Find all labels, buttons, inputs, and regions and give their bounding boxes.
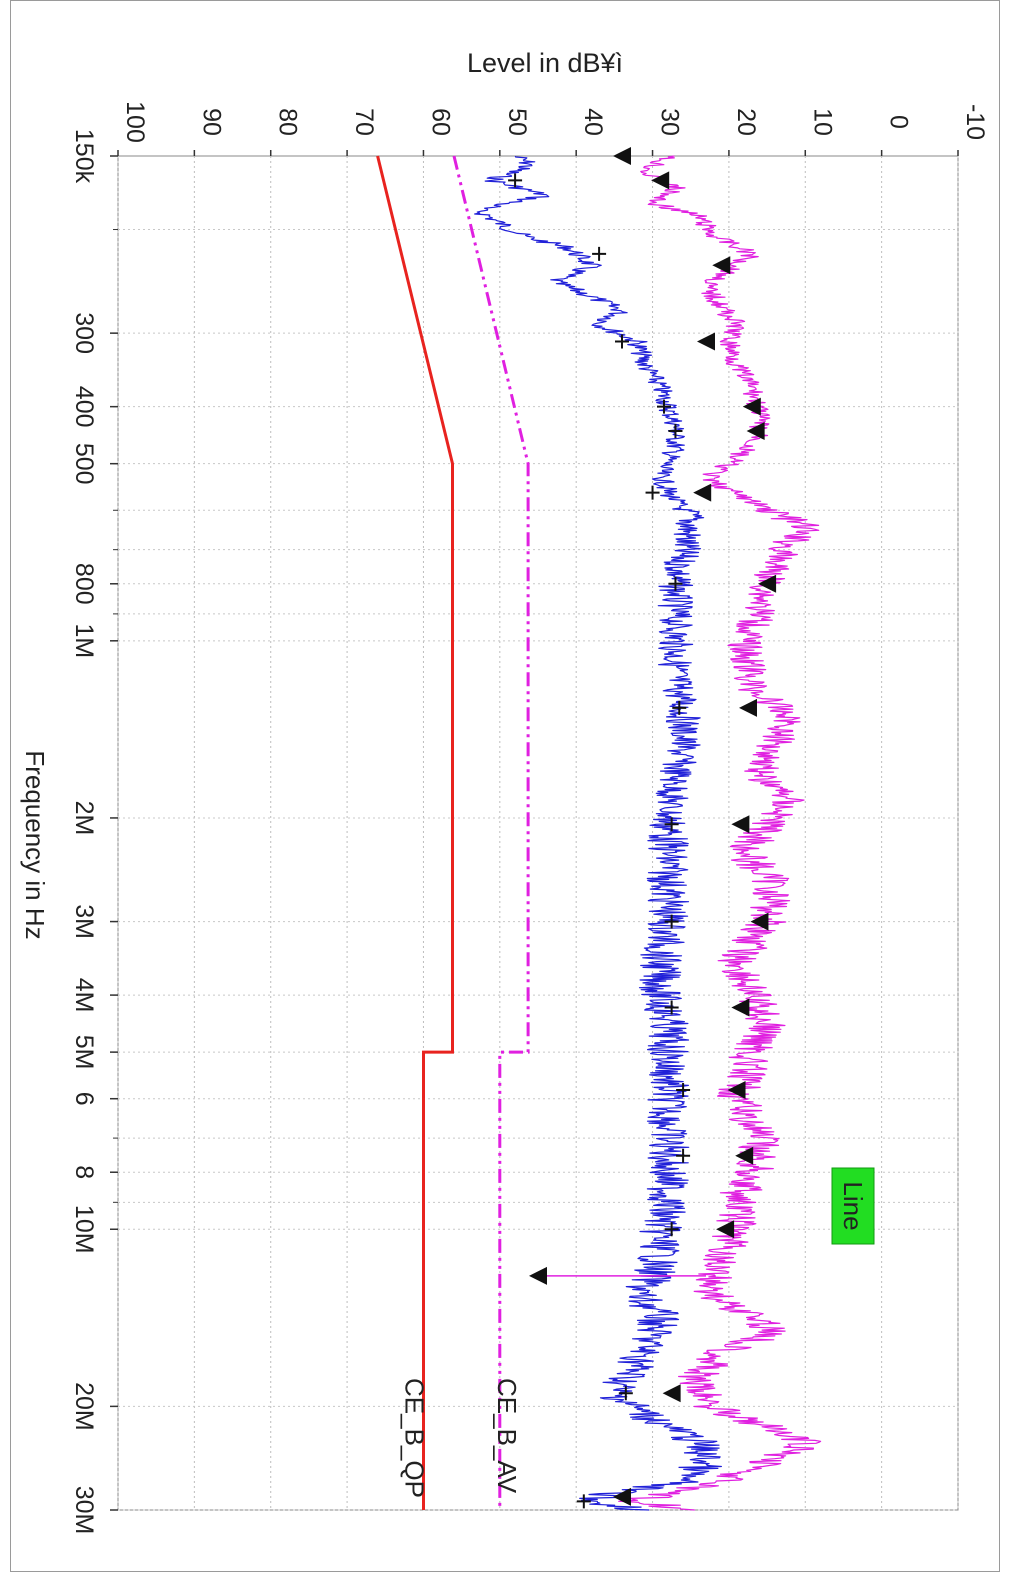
- trace-magenta: [618, 155, 822, 1511]
- peak-marker-av: [746, 422, 765, 441]
- level-tick-label: 80: [274, 108, 302, 136]
- peak-marker-av: [758, 574, 777, 593]
- peak-marker-av: [651, 171, 670, 190]
- peak-marker-qp: [508, 173, 523, 188]
- frequency-tick-label: 3M: [70, 904, 98, 939]
- level-tick-label: 100: [121, 101, 149, 143]
- limit-line-ce-b-qp: [376, 155, 454, 1510]
- peak-marker-qp: [668, 576, 683, 591]
- x-axis-title: Frequency in Hz: [20, 750, 50, 939]
- frequency-tick-label: 400: [70, 386, 98, 428]
- line-badge-label: Line: [838, 1181, 868, 1230]
- level-tick-label: 50: [503, 108, 531, 136]
- frequency-tick-label: 2M: [70, 801, 98, 836]
- frequency-tick-label: 20M: [70, 1382, 98, 1431]
- chart-frame: [10, 0, 1000, 1572]
- peak-marker-av: [693, 483, 712, 502]
- peak-marker-qp: [676, 1083, 691, 1098]
- peak-marker-av: [727, 1081, 746, 1100]
- frequency-axis-ticks: 150k 300 400 500 800 1M 2M 3M 4M 5M 6 8 10M 20M 30M: [70, 129, 118, 1534]
- level-tick-label: 20: [732, 108, 760, 136]
- frequency-tick-label: 500: [70, 443, 98, 485]
- level-tick-label: 30: [656, 108, 684, 136]
- limit-lines: [376, 155, 530, 1510]
- limit-label-ce-b-av: CE_B_AV: [492, 1378, 522, 1494]
- peak-marker-qp: [657, 399, 671, 414]
- peak-marker-av: [731, 998, 750, 1017]
- peak-marker-av: [739, 698, 757, 717]
- peak-marker-qp: [664, 914, 679, 929]
- level-tick-label: 0: [885, 115, 913, 129]
- frequency-tick-label: 150k: [70, 129, 98, 184]
- peak-marker-av: [529, 1266, 547, 1285]
- frequency-tick-label: 1M: [70, 623, 98, 658]
- trace-blue: [474, 155, 722, 1511]
- peak-marker-qp: [615, 334, 629, 349]
- peak-marker-av: [742, 397, 761, 416]
- frequency-tick-label: 8: [70, 1165, 98, 1179]
- peak-marker-av: [613, 1487, 631, 1506]
- frequency-tick-label: 4M: [70, 978, 98, 1013]
- peak-marker-qp: [664, 1222, 679, 1237]
- peak-marker-qp: [645, 485, 660, 500]
- peak-marker-qp: [618, 1386, 633, 1401]
- peak-marker-av: [712, 256, 731, 275]
- measurement-traces: [474, 155, 822, 1511]
- frequency-tick-label: 800: [70, 563, 98, 605]
- peak-marker-av: [731, 815, 750, 834]
- plot-area: [117, 155, 959, 1511]
- frequency-tick-label: 30M: [70, 1486, 98, 1535]
- grid: [117, 156, 959, 1511]
- level-axis-ticks: -10 0 10 20 30 40 50 60 70 80 90 100: [117, 101, 989, 156]
- peak-marker-av: [662, 1384, 681, 1403]
- limit-labels: CE_B_QP CE_B_AV: [399, 1378, 521, 1498]
- frequency-tick-label: 10M: [70, 1205, 98, 1254]
- line-badge: Line: [831, 1167, 875, 1245]
- peak-marker-av: [735, 1146, 754, 1165]
- peak-marker-qp: [668, 424, 683, 439]
- limit-line-ce-b-av: [452, 155, 530, 1510]
- frequency-tick-label: 5M: [70, 1035, 98, 1070]
- peak-marker-av: [613, 147, 631, 165]
- limit-label-ce-b-qp: CE_B_QP: [399, 1378, 429, 1498]
- level-tick-label: 70: [350, 108, 378, 136]
- peak-marker-qp: [576, 1494, 591, 1509]
- peak-marker-qp: [672, 700, 687, 715]
- peak-marker-qp: [592, 246, 607, 261]
- peak-marker-av: [697, 332, 715, 351]
- level-tick-label: -10: [961, 104, 989, 140]
- frequency-tick-label: 300: [70, 312, 98, 354]
- peak-marker-qp: [664, 817, 679, 832]
- peak-marker-qp: [676, 1148, 691, 1163]
- level-tick-label: 90: [197, 108, 225, 136]
- frequency-tick-label: 6: [70, 1092, 98, 1106]
- level-tick-label: 10: [808, 108, 836, 136]
- y-axis-title: Level in dB¥ì: [467, 48, 623, 78]
- peak-marker-av: [716, 1220, 735, 1239]
- peak-marker-qp: [664, 1000, 679, 1015]
- level-tick-label: 40: [579, 108, 607, 136]
- peak-marker-av: [750, 912, 769, 931]
- level-tick-label: 60: [426, 108, 454, 136]
- peak-markers: [508, 147, 777, 1509]
